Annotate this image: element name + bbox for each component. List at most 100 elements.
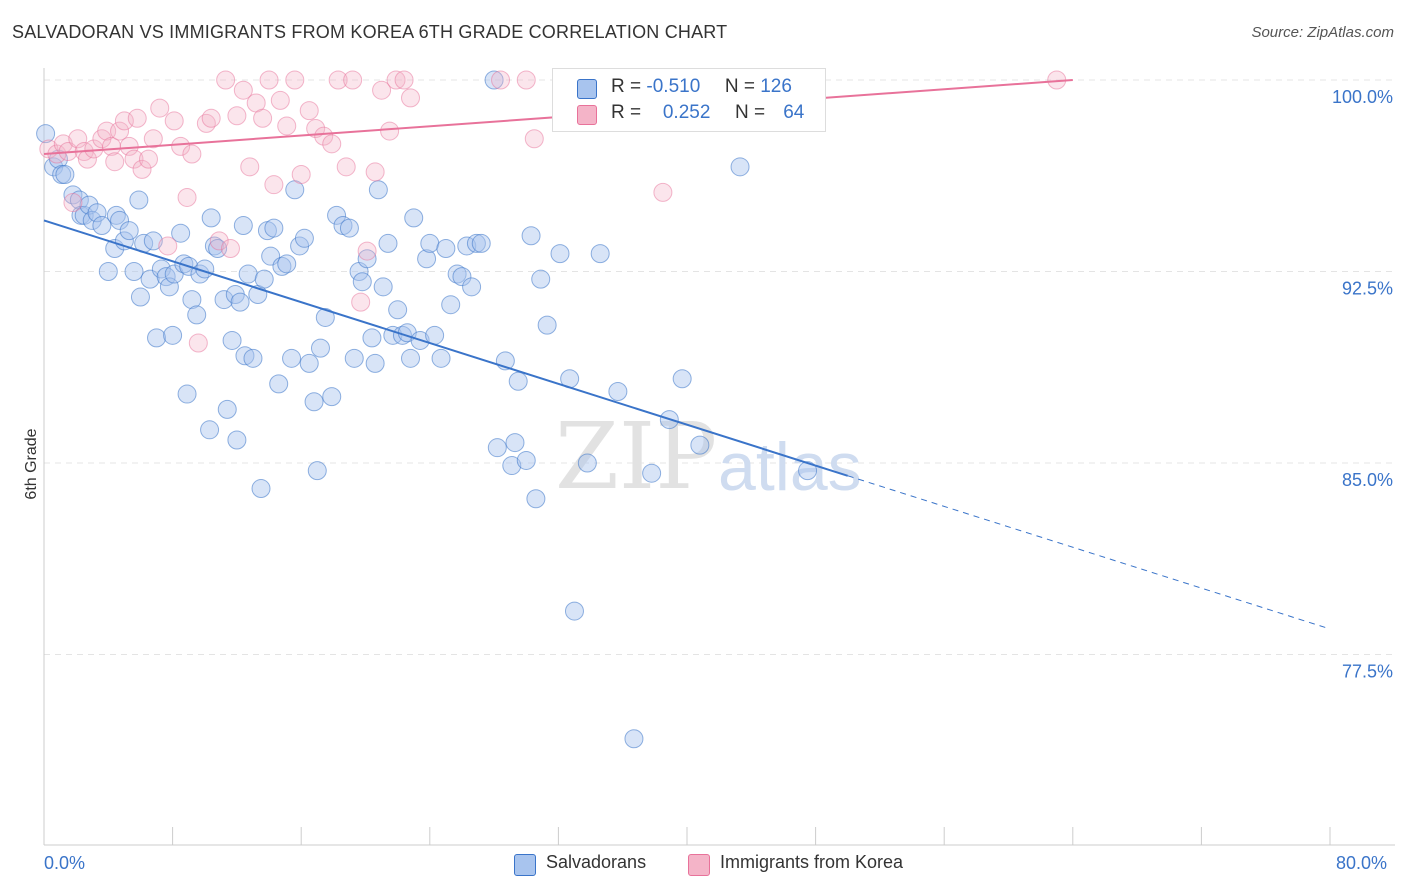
data-point-salvadorans [143,231,163,251]
data-point-salvadorans [327,205,347,225]
data-point-korea [132,159,152,179]
data-point-salvadorans [217,399,237,419]
bottom-legend-swatch-pink [688,854,710,876]
data-point-salvadorans [526,489,546,509]
data-point-korea [105,152,125,172]
legend-r-value-2: 0.252 [662,102,711,123]
data-point-korea [380,121,400,141]
data-point-korea [336,157,356,177]
data-point-salvadorans [79,195,99,215]
data-point-korea [68,129,88,149]
data-point-salvadorans [307,461,327,481]
chart-source: Source: ZipAtlas.com [1251,24,1394,41]
data-point-salvadorans [177,384,197,404]
legend-n-value-2: 64 [783,102,805,123]
y-tick-label: 100.0% [1332,87,1393,107]
data-point-salvadorans [344,348,364,368]
data-point-korea [177,187,197,207]
data-point-salvadorans [378,233,398,253]
data-point-salvadorans [505,433,525,453]
data-point-salvadorans [487,438,507,458]
data-point-korea [138,149,158,169]
data-point-korea [524,129,544,149]
data-point-salvadorans [436,239,456,259]
data-point-salvadorans [201,208,221,228]
y-tick-label: 85.0% [1342,470,1393,490]
chart-title: SALVADORAN VS IMMIGRANTS FROM KOREA 6TH … [12,22,728,42]
data-point-salvadorans [531,269,551,289]
data-point-korea [343,70,363,90]
data-point-salvadorans [227,430,247,450]
data-point-salvadorans [537,315,557,335]
legend-swatch-blue [577,79,597,99]
data-point-salvadorans [294,228,314,248]
data-point-salvadorans [55,164,75,184]
y-tick-label: 77.5% [1342,662,1393,682]
data-point-salvadorans [187,305,207,325]
data-point-korea [253,108,273,128]
data-point-salvadorans [642,463,662,483]
data-point-salvadorans [447,264,467,284]
data-point-salvadorans [110,210,130,230]
data-point-salvadorans [322,387,342,407]
data-point-salvadorans [564,601,584,621]
data-point-salvadorans [36,124,56,144]
data-point-salvadorans [798,461,818,481]
legend-n-value-1: 126 [760,76,792,97]
data-point-korea [158,236,178,256]
data-point-salvadorans [243,348,263,368]
data-point-salvadorans [222,330,242,350]
data-point-korea [227,106,247,126]
data-point-salvadorans [388,300,408,320]
data-point-korea [188,333,208,353]
data-point-korea [171,136,191,156]
data-point-salvadorans [452,267,472,287]
x-tick-right: 80.0% [1336,853,1388,873]
data-point-korea [150,98,170,118]
data-point-korea [372,80,392,100]
data-point-korea [291,164,311,184]
data-point-salvadorans [462,277,482,297]
data-point-salvadorans [87,203,107,223]
data-point-salvadorans [672,369,692,389]
data-point-salvadorans [124,262,144,281]
data-point-korea [110,121,130,141]
data-point-salvadorans [339,218,359,238]
data-point-korea [164,111,184,131]
data-point-salvadorans [404,208,424,228]
data-point-korea [264,175,284,195]
x-tick-left: 0.0% [44,853,86,873]
data-point-salvadorans [373,277,393,297]
watermark-zip: ZIP [555,403,717,510]
legend-swatch-pink [577,105,597,125]
data-point-salvadorans [98,262,118,281]
data-point-salvadorans [92,216,112,236]
data-point-salvadorans [129,190,149,210]
data-point-salvadorans [577,453,597,473]
data-point-salvadorans [233,216,253,236]
data-point-korea [259,70,279,90]
data-point-salvadorans [310,338,330,358]
data-point-salvadorans [624,729,644,749]
data-point-korea [299,101,319,121]
data-point-salvadorans [235,346,255,366]
legend-n-label: N = [724,76,755,97]
data-point-salvadorans [159,277,179,297]
y-tick-label: 92.5% [1342,279,1393,299]
data-point-korea [216,70,236,90]
data-point-salvadorans [516,450,536,470]
data-point-salvadorans [119,221,139,241]
data-point-salvadorans [254,269,274,289]
data-point-salvadorans [272,256,292,276]
data-point-salvadorans [315,307,335,327]
data-point-salvadorans [362,328,382,348]
data-point-salvadorans [171,223,191,243]
data-point-salvadorans [730,157,750,177]
data-point-salvadorans [163,325,183,345]
data-point-korea [63,193,83,213]
data-point-salvadorans [130,287,150,307]
data-point-korea [322,134,342,154]
data-point-korea [401,88,421,108]
data-point-salvadorans [417,249,437,269]
data-point-salvadorans [238,264,258,284]
